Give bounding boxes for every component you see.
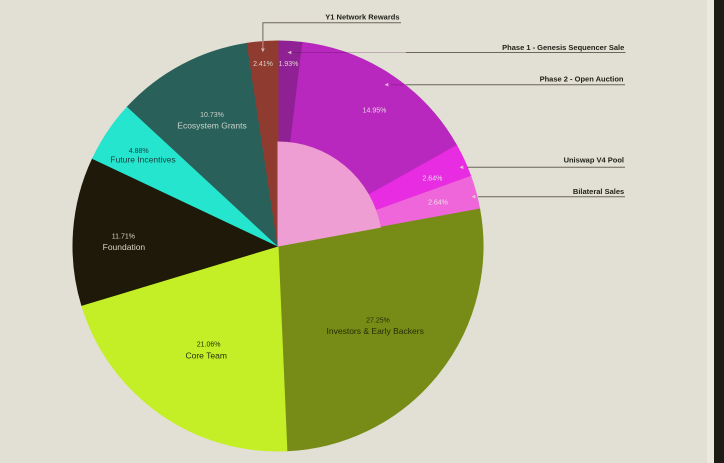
svg-text:14.95%: 14.95% (363, 108, 387, 115)
svg-text:2.41%: 2.41% (253, 61, 273, 68)
svg-text:1.93%: 1.93% (279, 61, 299, 68)
svg-text:Core Team: Core Team (185, 351, 226, 361)
svg-text:2.64%: 2.64% (428, 200, 448, 207)
svg-text:Phase 1 - Genesis Sequencer Sa: Phase 1 - Genesis Sequencer Sale (502, 43, 624, 52)
svg-text:27.25%: 27.25% (366, 318, 390, 325)
svg-text:10.73%: 10.73% (200, 112, 224, 119)
svg-text:Uniswap V4 Pool: Uniswap V4 Pool (564, 155, 624, 164)
svg-text:Future Incentives: Future Incentives (110, 154, 175, 164)
svg-text:Phase 2 - Open Auction: Phase 2 - Open Auction (540, 74, 624, 83)
svg-text:Y1 Network Rewards: Y1 Network Rewards (325, 12, 399, 21)
svg-text:2.64%: 2.64% (422, 176, 442, 183)
svg-text:21.06%: 21.06% (197, 342, 221, 349)
svg-text:Investors & Early Backers: Investors & Early Backers (327, 326, 424, 336)
svg-text:Ecosystem Grants: Ecosystem Grants (177, 121, 246, 131)
svg-text:Bilateral Sales: Bilateral Sales (573, 187, 624, 196)
svg-text:Foundation: Foundation (103, 242, 146, 252)
svg-text:4.88%: 4.88% (129, 148, 149, 155)
svg-text:11.71%: 11.71% (112, 234, 135, 241)
